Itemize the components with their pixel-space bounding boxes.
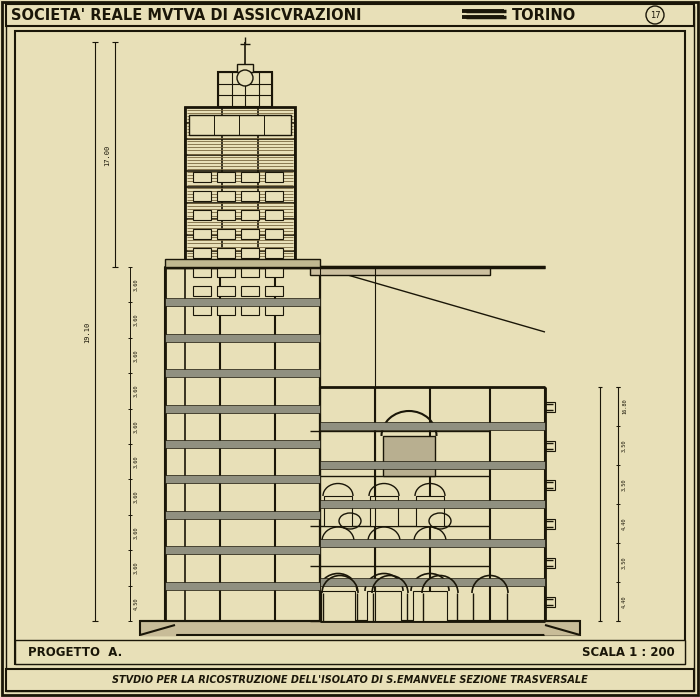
Text: TORINO: TORINO — [512, 8, 576, 22]
Text: 3.60: 3.60 — [134, 526, 139, 539]
Bar — [165, 546, 320, 554]
Bar — [265, 305, 283, 315]
Text: 3.60: 3.60 — [134, 349, 139, 362]
Bar — [165, 511, 320, 519]
Bar — [6, 4, 694, 26]
Bar — [165, 475, 320, 484]
Bar — [193, 305, 211, 315]
Bar — [193, 267, 211, 277]
Bar — [193, 229, 211, 239]
Bar — [241, 229, 259, 239]
Bar — [321, 591, 355, 621]
Bar — [185, 107, 295, 267]
Bar — [320, 422, 545, 430]
Text: STVDIO PER LA RICOSTRUZIONE DELL'ISOLATO DI S.EMANVELE SEZIONE TRASVERSALE: STVDIO PER LA RICOSTRUZIONE DELL'ISOLATO… — [112, 675, 588, 685]
Bar — [165, 298, 320, 307]
Bar — [193, 191, 211, 201]
Bar — [545, 597, 555, 606]
Bar — [217, 210, 235, 220]
Bar — [217, 267, 235, 277]
Bar — [320, 500, 545, 508]
Bar — [265, 191, 283, 201]
Text: 4.50: 4.50 — [134, 597, 139, 610]
Bar — [413, 591, 447, 621]
Bar — [545, 558, 555, 567]
Bar — [165, 440, 320, 448]
Bar — [193, 210, 211, 220]
Bar — [241, 286, 259, 296]
Text: 3.60: 3.60 — [134, 562, 139, 574]
Bar — [367, 591, 401, 621]
Bar — [217, 286, 235, 296]
Bar — [320, 267, 375, 621]
Bar — [165, 404, 320, 413]
Bar — [545, 401, 555, 411]
Text: 3.50: 3.50 — [622, 478, 627, 491]
Bar — [545, 519, 555, 528]
Bar — [320, 461, 545, 469]
Bar — [416, 496, 444, 526]
Circle shape — [237, 70, 253, 86]
Bar — [241, 210, 259, 220]
Bar — [265, 267, 283, 277]
Bar — [383, 436, 435, 476]
Text: 4.40: 4.40 — [622, 595, 627, 608]
Polygon shape — [545, 625, 580, 635]
Bar — [218, 72, 272, 107]
Text: 3.60: 3.60 — [134, 385, 139, 397]
Bar — [241, 305, 259, 315]
Bar — [165, 581, 320, 590]
Bar — [189, 115, 291, 135]
Text: 3.50: 3.50 — [622, 439, 627, 452]
Bar — [241, 267, 259, 277]
Bar — [241, 248, 259, 258]
Text: 3.60: 3.60 — [134, 278, 139, 291]
Bar — [265, 229, 283, 239]
Bar — [165, 334, 320, 342]
Text: 3.60: 3.60 — [134, 455, 139, 468]
Bar — [165, 267, 185, 621]
Text: 17.00: 17.00 — [104, 144, 110, 166]
Bar — [237, 64, 253, 72]
Text: SOCIETA' REALE MVTVA DI ASSICVRAZIONI: SOCIETA' REALE MVTVA DI ASSICVRAZIONI — [11, 8, 361, 22]
Bar — [15, 640, 685, 664]
Bar — [193, 248, 211, 258]
Text: 17: 17 — [650, 10, 660, 20]
Text: 3.60: 3.60 — [134, 420, 139, 433]
Bar — [241, 172, 259, 182]
Text: 4.40: 4.40 — [622, 517, 627, 530]
Bar — [320, 578, 545, 586]
Text: SCALA 1 : 200: SCALA 1 : 200 — [582, 645, 675, 659]
Bar — [241, 191, 259, 201]
Bar — [320, 539, 545, 547]
Bar — [217, 248, 235, 258]
Bar — [193, 172, 211, 182]
Text: 3.50: 3.50 — [622, 556, 627, 569]
Bar — [265, 210, 283, 220]
Bar — [265, 248, 283, 258]
Bar — [140, 621, 580, 635]
Text: PROGETTO  A.: PROGETTO A. — [28, 645, 122, 659]
Bar — [324, 496, 352, 526]
Bar — [6, 669, 694, 691]
Bar — [370, 496, 398, 526]
Bar — [265, 172, 283, 182]
Bar — [193, 286, 211, 296]
Bar — [545, 480, 555, 489]
Bar — [265, 286, 283, 296]
Bar — [217, 172, 235, 182]
Text: 19.10: 19.10 — [84, 321, 90, 343]
Polygon shape — [140, 625, 175, 635]
Text: 3.60: 3.60 — [134, 314, 139, 326]
Bar — [217, 305, 235, 315]
Bar — [217, 229, 235, 239]
Bar — [217, 191, 235, 201]
Bar — [310, 267, 490, 275]
Bar — [165, 259, 320, 267]
Text: 3.60: 3.60 — [134, 491, 139, 503]
Text: 16.80: 16.80 — [622, 399, 627, 414]
Bar — [545, 441, 555, 450]
Bar — [165, 369, 320, 377]
